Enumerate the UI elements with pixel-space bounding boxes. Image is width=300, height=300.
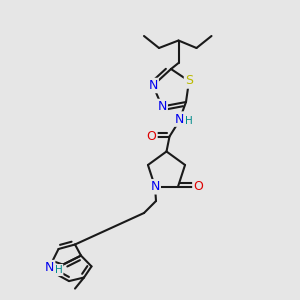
Text: O: O	[194, 180, 203, 193]
Text: N: N	[175, 112, 184, 126]
Text: N: N	[45, 261, 54, 274]
Text: O: O	[147, 130, 156, 143]
Text: S: S	[185, 74, 193, 88]
Text: H: H	[184, 116, 192, 126]
Text: N: N	[148, 79, 158, 92]
Text: N: N	[150, 180, 160, 193]
Text: N: N	[157, 100, 167, 113]
Text: H: H	[55, 265, 62, 275]
